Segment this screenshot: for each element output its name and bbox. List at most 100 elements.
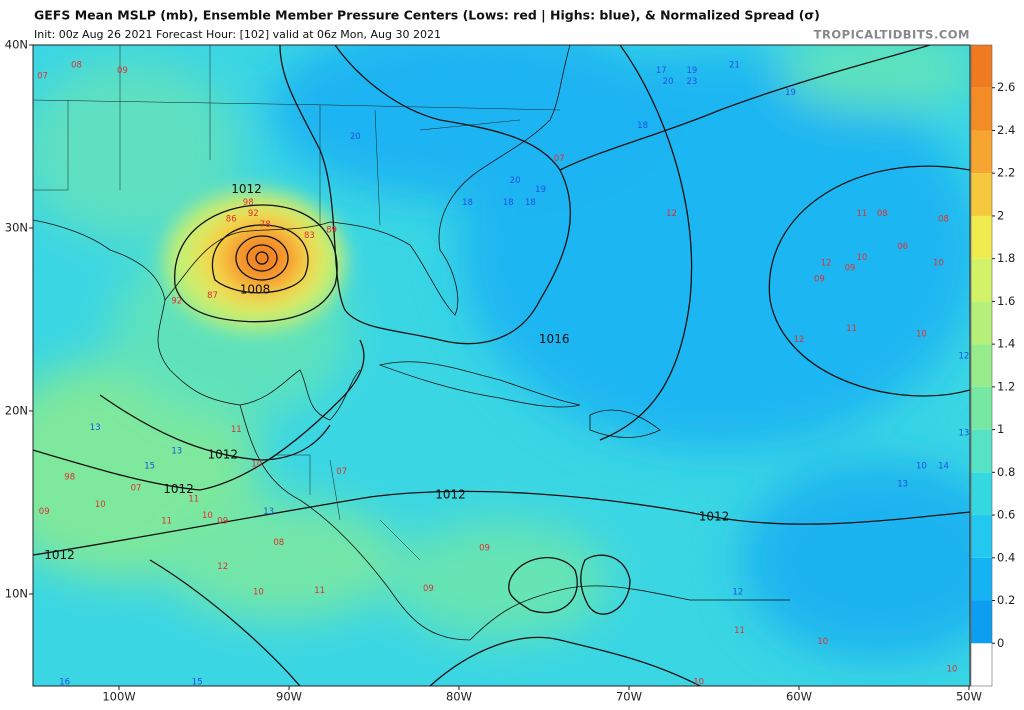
low-center: 09: [479, 544, 490, 554]
lat-tick-label: 20N: [5, 403, 28, 417]
colorbar-tick-label: 1: [997, 422, 1004, 436]
colorbar-segment: [971, 472, 992, 516]
lon-tick-label: 70W: [616, 690, 642, 704]
high-center: 21: [729, 61, 740, 71]
colorbar-segment: [971, 45, 992, 88]
high-center: 13: [171, 447, 182, 457]
low-center: 10: [95, 500, 106, 510]
colorbar-segment: [971, 87, 992, 131]
high-center: 18: [637, 121, 648, 131]
lon-tick-label: 100W: [102, 690, 135, 704]
low-center: 11: [314, 586, 325, 596]
colorbar-tick-label: 2.4: [997, 123, 1015, 137]
high-center: 17: [656, 66, 667, 76]
colorbar-tick-label: 0.4: [997, 550, 1015, 564]
high-center: 19: [686, 66, 697, 76]
contour-label: 1008: [240, 283, 271, 297]
lon-tick-label: 50W: [956, 690, 982, 704]
colorbar-segment: [971, 344, 992, 387]
high-center: 13: [897, 480, 908, 490]
colorbar-tick-label: 0.8: [997, 465, 1015, 479]
low-center: 12: [666, 209, 677, 219]
lat-tick-label: 40N: [5, 38, 28, 52]
low-center: 11: [161, 516, 172, 526]
contour-label: 1012: [435, 488, 466, 502]
low-center: 12: [217, 562, 228, 572]
credit: TROPICALTIDBITS.COM: [814, 28, 970, 42]
colorbar-segment: [971, 515, 992, 558]
low-center: 08: [71, 61, 82, 71]
colorbar-segment: [971, 173, 992, 216]
low-center: 10: [253, 588, 264, 598]
colorbar-segment: [971, 429, 992, 473]
contour-label: 1012: [699, 510, 730, 524]
low-center: 92: [171, 297, 182, 307]
high-center: 12: [732, 588, 743, 598]
contour-label: 1016: [539, 332, 570, 346]
colorbar-tick-label: 1.4: [997, 337, 1015, 351]
low-center: 89: [326, 225, 337, 235]
colorbar-segment: [971, 557, 992, 601]
high-center: 16: [59, 677, 70, 687]
high-center: 13: [263, 507, 274, 517]
contour-label: 1012: [163, 482, 194, 496]
low-center: 78: [260, 220, 271, 230]
low-center: 83: [304, 231, 315, 241]
colorbar-frame: [970, 44, 993, 687]
map-background: [33, 45, 970, 686]
low-center: 11: [231, 425, 242, 435]
high-center: 15: [192, 677, 203, 687]
colorbar-tick-label: 1.2: [997, 379, 1015, 393]
low-center: 06: [897, 242, 908, 252]
colorbar-tick-label: 0: [997, 636, 1004, 650]
low-center: 09: [217, 516, 228, 526]
map-frame: [32, 44, 971, 687]
low-center: 98: [243, 198, 254, 208]
high-center: 20: [350, 132, 361, 142]
low-center: 10: [916, 330, 927, 340]
low-center: 10: [933, 258, 944, 268]
low-center: 92: [248, 209, 259, 219]
contour-label: 1012: [231, 182, 262, 196]
low-center: 08: [938, 214, 949, 224]
low-center: 08: [877, 209, 888, 219]
low-center: 86: [226, 214, 237, 224]
low-center: 10: [693, 677, 704, 687]
subtitle: Init: 00z Aug 26 2021 Forecast Hour: [10…: [34, 28, 441, 41]
low-center: 10: [947, 664, 958, 674]
low-center: 08: [273, 538, 284, 548]
low-center: 12: [794, 335, 805, 345]
colorbar-tick-label: 2: [997, 208, 1004, 222]
low-center: 09: [845, 264, 856, 274]
low-center: 09: [117, 66, 128, 76]
low-center: 11: [846, 324, 857, 334]
colorbar-tick-label: 0.2: [997, 593, 1015, 607]
colorbar-segment: [971, 130, 992, 174]
contour-label: 1012: [207, 447, 238, 461]
colorbar-segment: [971, 301, 992, 345]
contour-label: 1012: [44, 548, 75, 562]
high-center: 19: [535, 185, 546, 195]
low-center: 07: [336, 467, 347, 477]
high-center: 18: [462, 198, 473, 208]
low-center: 07: [37, 72, 48, 82]
colorbar-segment: [971, 643, 992, 686]
low-center: 07: [131, 483, 142, 493]
lon-tick-label: 90W: [276, 690, 302, 704]
colorbar-tick-label: 1.8: [997, 251, 1015, 265]
low-center: 87: [207, 291, 218, 301]
low-center: 09: [423, 584, 434, 594]
high-center: 13: [90, 423, 101, 433]
colorbar-tick-label: 2.2: [997, 166, 1015, 180]
high-center: 12: [958, 352, 969, 362]
high-center: 14: [938, 461, 949, 471]
high-center: 18: [503, 198, 514, 208]
high-center: 18: [525, 198, 536, 208]
low-center: 07: [554, 154, 565, 164]
low-center: 11: [734, 626, 745, 636]
low-center: 11: [856, 209, 867, 219]
high-center: 19: [785, 88, 796, 98]
low-center: 10: [251, 460, 262, 470]
high-center: 10: [916, 461, 927, 471]
lat-tick-label: 30N: [5, 220, 28, 234]
